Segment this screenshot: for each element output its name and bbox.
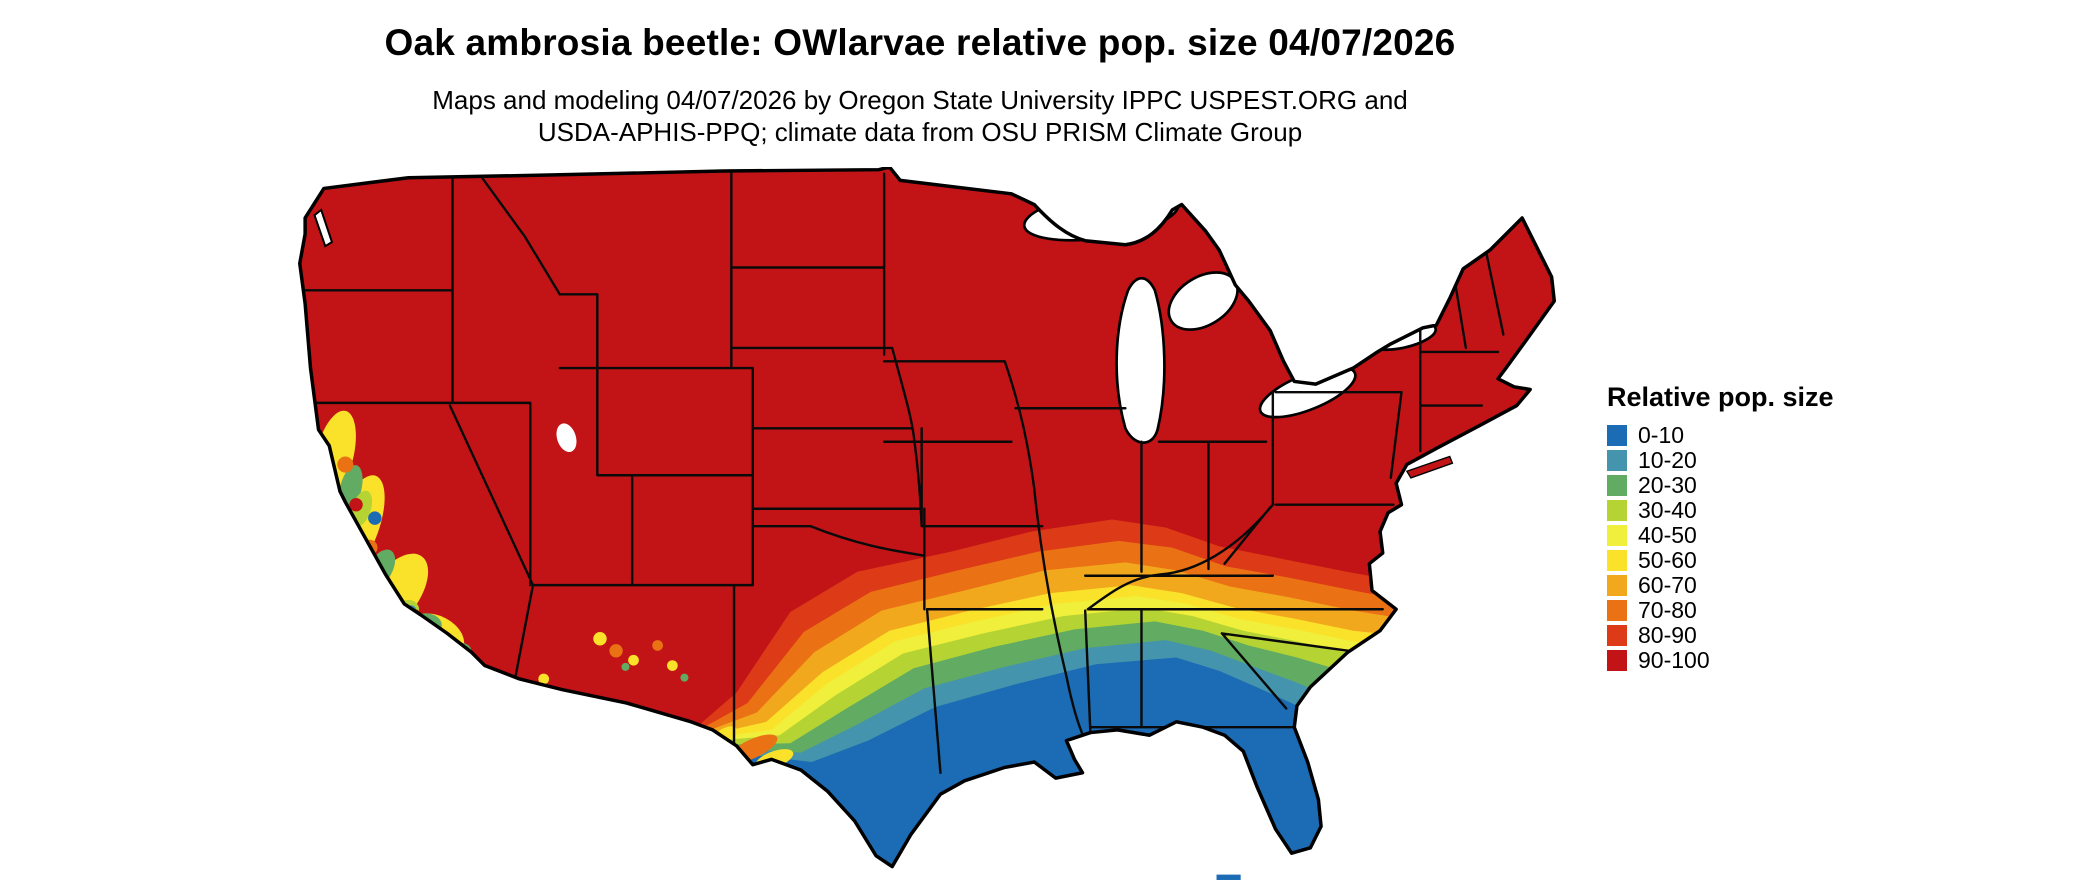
legend-swatch-90-100: [1607, 650, 1627, 671]
florida-keys: [1216, 874, 1241, 880]
legend-row: 40-50: [1607, 523, 1907, 548]
legend-title: Relative pop. size: [1607, 382, 1834, 412]
legend-label: 60-70: [1638, 572, 1697, 598]
map-credits-line1: Maps and modeling 04/07/2026 by Oregon S…: [432, 85, 1408, 115]
us-map-svg: [298, 167, 1557, 880]
legend-row: 90-100: [1607, 648, 1907, 673]
legend-swatch-70-80: [1607, 600, 1627, 621]
legend-label: 50-60: [1638, 547, 1697, 573]
long-island: [1405, 455, 1454, 479]
legend-row: 80-90: [1607, 623, 1907, 648]
legend-row: 60-70: [1607, 573, 1907, 598]
legend-row: 0-10: [1607, 423, 1907, 448]
legend-swatch-30-40: [1607, 500, 1627, 521]
us-outline: [298, 167, 1557, 869]
legend-swatch-10-20: [1607, 450, 1627, 471]
legend-swatch-40-50: [1607, 525, 1627, 546]
legend-row: 50-60: [1607, 548, 1907, 573]
legend-swatch-50-60: [1607, 550, 1627, 571]
map-credits-line2: USDA-APHIS-PPQ; climate data from OSU PR…: [537, 117, 1303, 147]
puget-sound: [313, 208, 334, 248]
legend-row: 20-30: [1607, 473, 1907, 498]
legend-label: 10-20: [1638, 447, 1697, 473]
map-credits: Maps and modeling 04/07/2026 by Oregon S…: [0, 84, 1840, 148]
legend-label: 70-80: [1638, 597, 1697, 623]
legend-swatch-80-90: [1607, 625, 1627, 646]
legend-swatch-20-30: [1607, 475, 1627, 496]
lake-michigan: [1115, 276, 1166, 444]
legend-swatch-0-10: [1607, 425, 1627, 446]
great-salt-lake: [556, 423, 577, 453]
legend-label: 40-50: [1638, 522, 1697, 548]
legend-label: 20-30: [1638, 472, 1697, 498]
legend-row: 70-80: [1607, 598, 1907, 623]
legend-label: 30-40: [1638, 497, 1697, 523]
legend-label: 80-90: [1638, 622, 1697, 648]
page-title: Oak ambrosia beetle: OWlarvae relative p…: [384, 22, 1456, 63]
legend-row: 30-40: [1607, 498, 1907, 523]
legend-label: 90-100: [1638, 647, 1710, 673]
state-borders: [301, 168, 1505, 774]
legend-row: 10-20: [1607, 448, 1907, 473]
legend: Relative pop. size 0-10 10-20 20-30 30-4…: [1607, 382, 1907, 673]
legend-label: 0-10: [1638, 422, 1685, 448]
legend-swatch-60-70: [1607, 575, 1627, 596]
us-map: [281, 167, 1561, 884]
